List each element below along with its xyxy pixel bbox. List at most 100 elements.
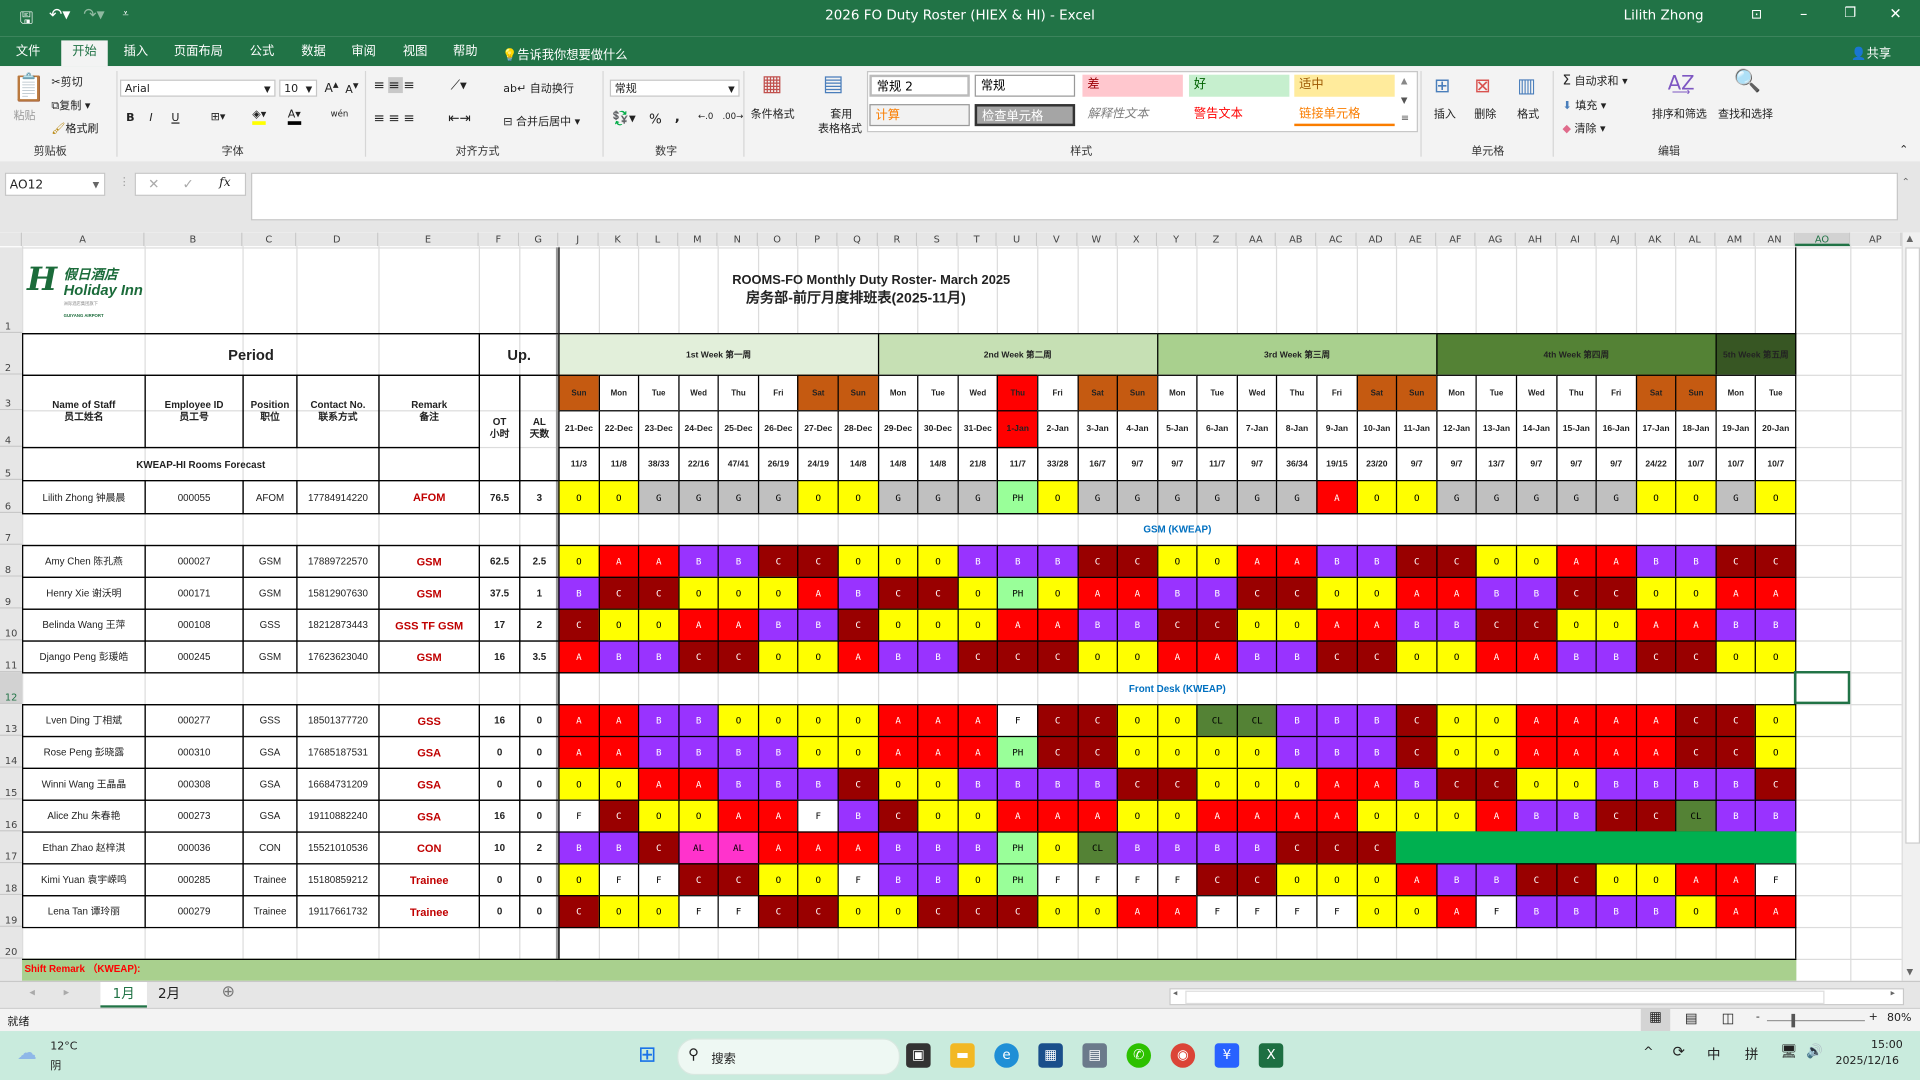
shift-cell[interactable]: B [837, 799, 879, 833]
employee-id[interactable]: 000279 [144, 895, 244, 929]
shift-cell[interactable]: B [1236, 640, 1278, 674]
shift-cell[interactable]: B [1356, 704, 1398, 738]
row-header-3[interactable]: 3 [0, 374, 23, 411]
shift-cell[interactable]: B [877, 863, 919, 897]
horizontal-scrollbar[interactable]: ◂ ▸ [1169, 988, 1905, 1006]
shift-cell[interactable]: O [837, 480, 879, 515]
shift-cell[interactable]: B [1555, 640, 1597, 674]
remark[interactable]: GSA [378, 799, 481, 833]
shift-cell[interactable]: B [1635, 767, 1677, 801]
shift-cell[interactable]: O [1076, 640, 1119, 674]
shift-cell[interactable]: F [1316, 895, 1358, 929]
shift-cell[interactable]: O [1196, 735, 1238, 769]
contact-number[interactable]: 17685187531 [296, 735, 380, 769]
shift-cell[interactable]: G [717, 480, 760, 515]
shift-cell[interactable]: F [797, 799, 839, 833]
conditional-format-button[interactable]: 条件格式 [750, 108, 795, 122]
shift-cell[interactable]: A [1116, 895, 1159, 929]
shift-cell[interactable]: B [957, 767, 999, 801]
shift-cell[interactable]: O [1755, 735, 1797, 769]
shift-cell[interactable]: C [1037, 704, 1079, 738]
shift-cell[interactable]: O [1475, 735, 1518, 769]
shift-cell[interactable]: B [1715, 767, 1757, 801]
shift-cell[interactable]: O [837, 544, 879, 578]
shift-cell[interactable]: B [638, 735, 680, 769]
shift-cell[interactable]: O [1595, 608, 1637, 642]
shift-cell[interactable]: PH [997, 480, 1039, 515]
shift-cell[interactable]: A [717, 608, 760, 642]
tab-home[interactable]: 开始 [61, 40, 108, 67]
shift-cell[interactable]: A [1316, 480, 1358, 515]
shift-cell[interactable]: O [757, 576, 799, 610]
column-header-L[interactable]: L [638, 232, 679, 247]
expand-formula-icon[interactable]: ⌃ [1901, 176, 1910, 188]
cancel-icon[interactable]: ✕ [148, 176, 160, 193]
column-header-A[interactable]: A [22, 232, 145, 247]
tab-data[interactable]: 数据 [301, 45, 326, 59]
shift-cell[interactable]: C [757, 544, 799, 578]
shift-cell[interactable]: O [1276, 608, 1318, 642]
shift-cell[interactable]: B [1316, 544, 1358, 578]
staff-name[interactable]: Kimi Yuan 袁宇嵘鸣 [22, 863, 146, 897]
shift-cell[interactable]: O [1436, 735, 1478, 769]
shift-cell[interactable]: B [917, 831, 959, 865]
shift-cell[interactable]: O [1356, 480, 1398, 515]
shift-cell[interactable]: G [1236, 480, 1278, 515]
shift-cell[interactable]: A [1037, 608, 1079, 642]
shift-cell[interactable]: B [1436, 608, 1478, 642]
shift-cell[interactable]: O [917, 608, 959, 642]
column-header-X[interactable]: X [1116, 232, 1157, 247]
contact-number[interactable]: 17889722570 [296, 544, 380, 578]
undo-icon[interactable]: ↶▾ [48, 6, 71, 25]
shift-cell[interactable]: B [957, 544, 999, 578]
ot-hours[interactable]: 0 [478, 895, 521, 929]
ime-mode[interactable]: 拼 [1744, 1046, 1759, 1063]
shift-cell[interactable]: C [598, 799, 640, 833]
column-header-G[interactable]: G [519, 232, 559, 247]
normal-view-icon[interactable]: ▦ [1640, 1008, 1671, 1032]
column-header-AN[interactable]: AN [1755, 232, 1796, 247]
shift-cell[interactable]: B [1037, 767, 1079, 801]
shift-cell[interactable]: B [558, 576, 600, 610]
shift-cell[interactable]: B [1156, 576, 1198, 610]
calculator-icon[interactable]: ▤ [1082, 1043, 1107, 1068]
shift-cell[interactable]: A [1595, 544, 1637, 578]
show-hidden-icons[interactable]: ^ [1643, 1045, 1654, 1060]
shift-cell[interactable]: C [1156, 767, 1198, 801]
remark[interactable]: CON [378, 831, 481, 865]
cell-style-9[interactable]: 链接单元格 [1294, 104, 1395, 127]
cell-style-5[interactable]: 计算 [869, 104, 970, 127]
page-layout-view-icon[interactable]: ▤ [1684, 1010, 1698, 1027]
shift-cell[interactable]: C [1316, 640, 1358, 674]
ot-hours[interactable]: 0 [478, 735, 521, 769]
tab-formulas[interactable]: 公式 [249, 45, 275, 59]
shift-cell[interactable]: O [1356, 895, 1398, 929]
shift-cell[interactable]: A [1116, 576, 1159, 610]
shift-cell[interactable]: B [1356, 544, 1398, 578]
chrome-icon[interactable]: ◉ [1170, 1043, 1196, 1068]
shift-cell[interactable]: A [1316, 767, 1358, 801]
shift-cell[interactable]: B [1595, 767, 1637, 801]
shift-cell[interactable]: C [1675, 704, 1717, 738]
column-header-S[interactable]: S [917, 232, 958, 247]
clock-date[interactable]: 2025/12/16 [1835, 1055, 1900, 1068]
borders-icon[interactable]: ⊞▾ [210, 111, 226, 124]
unassigned-cell[interactable] [1555, 831, 1597, 865]
employee-id[interactable]: 000277 [144, 704, 244, 738]
shift-cell[interactable]: A [1396, 576, 1438, 610]
wrap-text-button[interactable]: ab↵ 自动换行 [503, 80, 574, 95]
selected-cell-AO12[interactable] [1793, 671, 1851, 705]
shift-cell[interactable]: A [1755, 895, 1797, 929]
position[interactable]: CON [242, 831, 298, 865]
ot-hours[interactable]: 16 [478, 799, 521, 833]
shift-cell[interactable]: O [1196, 544, 1238, 578]
shift-cell[interactable]: B [1475, 576, 1518, 610]
staff-name[interactable]: Lilith Zhong 钟晨晨 [22, 480, 146, 515]
shift-cell[interactable]: A [678, 608, 720, 642]
row-header-19[interactable]: 19 [0, 895, 23, 927]
shift-cell[interactable]: B [1116, 608, 1159, 642]
shift-cell[interactable]: O [1156, 735, 1198, 769]
shift-cell[interactable]: A [797, 576, 839, 610]
shift-cell[interactable]: C [1356, 640, 1398, 674]
shift-cell[interactable]: B [1635, 544, 1677, 578]
